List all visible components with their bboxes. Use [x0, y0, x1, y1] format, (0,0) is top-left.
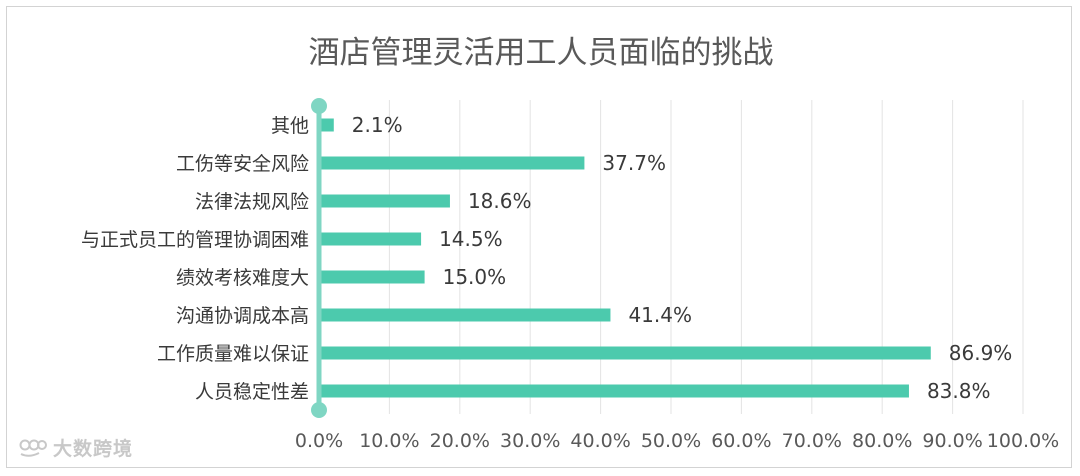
category-label: 人员稳定性差 — [195, 381, 309, 403]
x-tick-labels: 0.0% 10.0% 20.0% 30.0% 40.0% 50.0% 60.0% 70.0% 8… — [295, 430, 1059, 452]
data-label: 2.1% — [352, 113, 403, 137]
category-label: 与正式员工的管理协调困难 — [81, 229, 309, 251]
x-tick-label: 90.0% — [922, 430, 982, 452]
brand-logo-icon — [19, 439, 47, 457]
watermark-text: 大数跨境 — [53, 438, 134, 460]
bar — [319, 308, 611, 322]
bar — [319, 232, 422, 246]
data-label: 18.6% — [468, 189, 532, 213]
y-axis-cap-top — [311, 98, 327, 114]
bar — [319, 270, 425, 284]
category-label: 工作质量难以保证 — [157, 343, 309, 365]
bars — [319, 118, 931, 398]
x-tick-label: 30.0% — [500, 430, 560, 452]
category-label: 绩效考核难度大 — [176, 267, 309, 289]
bar — [319, 194, 450, 208]
data-label: 86.9% — [949, 341, 1013, 365]
x-tick-label: 80.0% — [852, 430, 912, 452]
x-tick-label: 10.0% — [359, 430, 419, 452]
value-labels: 2.1% 37.7% 18.6% 14.5% 15.0% 41.4% 86.9% 83.8% — [352, 113, 1013, 403]
data-label: 14.5% — [439, 227, 503, 251]
y-axis-cap-bottom — [311, 402, 327, 418]
bar — [319, 384, 909, 398]
category-label: 法律法规风险 — [195, 191, 309, 213]
chart-frame: 酒店管理灵活用工人员面临的挑战 其他工伤等安全风险法律法规风险与正式员工的管理协… — [6, 6, 1072, 468]
data-label: 15.0% — [443, 265, 507, 289]
x-tick-label: 50.0% — [641, 430, 701, 452]
x-tick-label: 60.0% — [711, 430, 771, 452]
bar — [319, 156, 585, 170]
category-label: 沟通协调成本高 — [176, 305, 309, 327]
bar — [319, 346, 931, 360]
x-tick-label: 100.0% — [987, 430, 1059, 452]
watermark: 大数跨境 — [19, 434, 133, 461]
gridlines — [388, 100, 1024, 414]
category-label: 工伤等安全风险 — [176, 153, 309, 175]
bar — [319, 118, 334, 132]
category-label: 其他 — [271, 115, 309, 137]
data-label: 41.4% — [628, 303, 692, 327]
data-label: 37.7% — [602, 151, 666, 175]
x-tick-label: 40.0% — [570, 430, 630, 452]
x-tick-label: 0.0% — [295, 430, 343, 452]
chart-title: 酒店管理灵活用工人员面临的挑战 — [309, 35, 774, 71]
y-axis — [311, 98, 327, 418]
data-label: 83.8% — [927, 379, 991, 403]
category-labels: 其他工伤等安全风险法律法规风险与正式员工的管理协调困难绩效考核难度大沟通协调成本… — [81, 115, 309, 403]
bar-chart: 酒店管理灵活用工人员面临的挑战 其他工伤等安全风险法律法规风险与正式员工的管理协… — [81, 35, 1059, 452]
x-tick-label: 20.0% — [430, 430, 490, 452]
x-tick-label: 70.0% — [782, 430, 842, 452]
